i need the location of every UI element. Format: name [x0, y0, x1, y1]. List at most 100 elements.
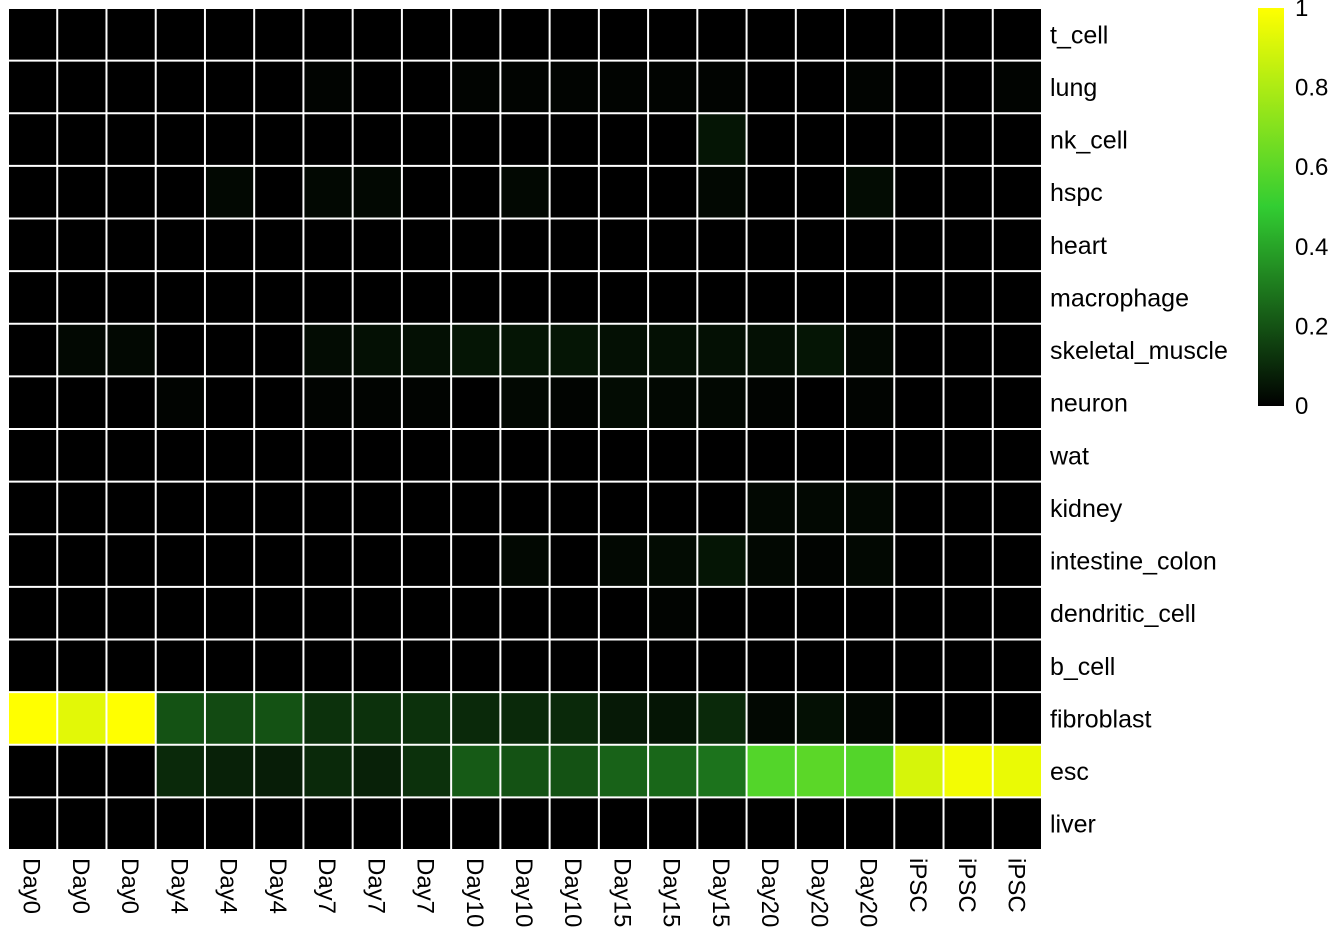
heatmap-cell-fibroblast-11: [549, 692, 599, 745]
heatmap-cell-lung-10: [500, 60, 550, 114]
heatmap-cell-neuron-17: [845, 376, 895, 429]
heatmap-cell-intestine_colon-10: [500, 534, 550, 587]
heatmap-cell-neuron-20: [992, 376, 1042, 429]
row-label-b_cell: b_cell: [1050, 653, 1115, 681]
column-label-18: iPSC: [904, 858, 931, 913]
heatmap-cell-heart-19: [943, 218, 993, 272]
heatmap-cell-wat-11: [549, 429, 599, 482]
legend-ticks: 0 0.2 0.4 0.6 0.8 1: [1295, 0, 1328, 420]
heatmap-cell-nk_cell-17: [845, 113, 895, 166]
heatmap-cell-macrophage-11: [549, 271, 599, 324]
heatmap-cell-esc-16: [795, 744, 846, 798]
heatmap-cell-nk_cell-5: [254, 113, 304, 166]
heatmap-cell-macrophage-3: [155, 271, 205, 324]
heatmap-cell-t_cell-18: [894, 8, 944, 61]
heatmap-cell-heart-11: [549, 218, 599, 272]
heatmap-cell-fibroblast-18: [894, 692, 944, 745]
column-label-1: Day0: [67, 858, 94, 914]
heatmap-cell-t_cell-9: [451, 8, 501, 61]
column-label-19: iPSC: [953, 858, 980, 913]
heatmap-cell-kidney-9: [451, 481, 501, 535]
heatmap-cell-wat-17: [845, 429, 895, 482]
heatmap-cell-b_cell-4: [204, 639, 255, 693]
heatmap-cell-fibroblast-12: [598, 692, 649, 745]
heatmap-cell-esc-6: [303, 744, 353, 798]
heatmap-cell-neuron-8: [401, 376, 452, 429]
heatmap-cell-hspc-20: [992, 165, 1042, 219]
heatmap-cell-macrophage-2: [106, 271, 156, 324]
heatmap-cell-kidney-4: [204, 481, 255, 535]
heatmap-cell-dendritic_cell-4: [204, 586, 255, 640]
heatmap-cell-b_cell-3: [155, 639, 205, 693]
heatmap-cell-intestine_colon-6: [303, 534, 353, 587]
heatmap-cell-hspc-18: [894, 165, 944, 219]
heatmap-cell-t_cell-3: [155, 8, 205, 61]
heatmap-cell-wat-15: [746, 429, 796, 482]
heatmap-cell-liver-6: [303, 797, 353, 850]
heatmap-cell-dendritic_cell-20: [992, 586, 1042, 640]
legend-tick-label: 0: [1295, 393, 1308, 420]
heatmap-cell-t_cell-14: [697, 8, 747, 61]
heatmap-cell-fibroblast-16: [795, 692, 846, 745]
column-label-7: Day7: [362, 858, 389, 914]
heatmap-cell-b_cell-9: [451, 639, 501, 693]
heatmap-cell-t_cell-19: [943, 8, 993, 61]
heatmap-cell-b_cell-2: [106, 639, 156, 693]
heatmap-cell-kidney-19: [943, 481, 993, 535]
heatmap-cell-kidney-6: [303, 481, 353, 535]
heatmap-cell-lung-6: [303, 60, 353, 114]
heatmap-cell-intestine_colon-1: [57, 534, 107, 587]
heatmap-cell-fibroblast-7: [352, 692, 402, 745]
heatmap-cell-liver-17: [845, 797, 895, 850]
row-label-macrophage: macrophage: [1050, 284, 1189, 312]
heatmap-cell-macrophage-5: [254, 271, 304, 324]
heatmap-cell-neuron-7: [352, 376, 402, 429]
row-label-liver: liver: [1050, 811, 1096, 839]
heatmap-cell-lung-1: [57, 60, 107, 114]
heatmap-cell-esc-9: [451, 744, 501, 798]
heatmap-cell-macrophage-16: [795, 271, 846, 324]
heatmap-cell-liver-4: [204, 797, 255, 850]
heatmap-cell-nk_cell-14: [697, 113, 747, 166]
heatmap-cell-lung-14: [697, 60, 747, 114]
heatmap-cell-nk_cell-6: [303, 113, 353, 166]
heatmap-cell-esc-8: [401, 744, 452, 798]
column-label-4: Day4: [215, 858, 242, 914]
heatmap-cell-hspc-11: [549, 165, 599, 219]
heatmap-cell-b_cell-5: [254, 639, 304, 693]
heatmap-cell-macrophage-20: [992, 271, 1042, 324]
heatmap-cell-nk_cell-11: [549, 113, 599, 166]
heatmap-cell-skeletal_muscle-6: [303, 323, 353, 377]
heatmap-cell-lung-9: [451, 60, 501, 114]
legend-tick-label: 1: [1295, 0, 1308, 22]
heatmap-cell-wat-2: [106, 429, 156, 482]
heatmap-cell-fibroblast-0: [8, 692, 58, 745]
heatmap-cell-lung-15: [746, 60, 796, 114]
heatmap-cell-b_cell-18: [894, 639, 944, 693]
heatmap-cell-wat-4: [204, 429, 255, 482]
heatmap-cell-t_cell-5: [254, 8, 304, 61]
heatmap-cell-intestine_colon-9: [451, 534, 501, 587]
heatmap-cell-esc-18: [894, 744, 944, 798]
heatmap-cell-skeletal_muscle-19: [943, 323, 993, 377]
heatmap-cell-skeletal_muscle-0: [8, 323, 58, 377]
legend-tick-label: 0.4: [1295, 234, 1328, 261]
heatmap-cell-t_cell-17: [845, 8, 895, 61]
heatmap-cell-fibroblast-1: [57, 692, 107, 745]
heatmap-cell-dendritic_cell-0: [8, 586, 58, 640]
heatmap-cell-heart-10: [500, 218, 550, 272]
heatmap-cell-neuron-19: [943, 376, 993, 429]
heatmap-cell-heart-20: [992, 218, 1042, 272]
heatmap-cell-fibroblast-20: [992, 692, 1042, 745]
heatmap-cell-heart-4: [204, 218, 255, 272]
heatmap-cell-lung-3: [155, 60, 205, 114]
heatmap-cell-wat-5: [254, 429, 304, 482]
heatmap-cell-liver-1: [57, 797, 107, 850]
heatmap-cell-esc-11: [549, 744, 599, 798]
heatmap-cell-t_cell-16: [795, 8, 846, 61]
heatmap-cell-fibroblast-6: [303, 692, 353, 745]
heatmap-cell-heart-0: [8, 218, 58, 272]
heatmap-cell-neuron-4: [204, 376, 255, 429]
heatmap-cell-t_cell-8: [401, 8, 452, 61]
heatmap-cell-hspc-2: [106, 165, 156, 219]
